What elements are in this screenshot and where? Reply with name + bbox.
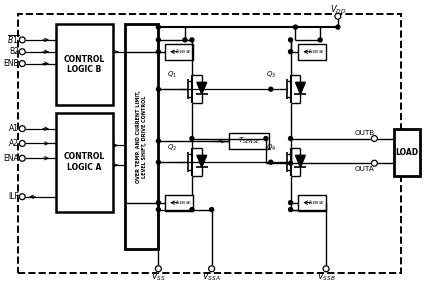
Text: $Q_1$: $Q_1$ bbox=[167, 70, 177, 81]
Text: $I_{SENSE}$: $I_{SENSE}$ bbox=[175, 198, 192, 207]
Circle shape bbox=[156, 50, 160, 54]
Polygon shape bbox=[295, 82, 305, 94]
Circle shape bbox=[269, 160, 273, 164]
Bar bbox=[56, 24, 113, 105]
Polygon shape bbox=[197, 155, 206, 167]
Text: $I_{SENSE}$: $I_{SENSE}$ bbox=[308, 47, 325, 56]
Text: A2: A2 bbox=[10, 139, 19, 148]
Bar bbox=[18, 14, 401, 273]
Circle shape bbox=[372, 160, 377, 166]
Circle shape bbox=[156, 266, 161, 272]
Bar bbox=[299, 195, 326, 211]
Circle shape bbox=[19, 155, 25, 161]
Circle shape bbox=[289, 161, 292, 165]
Circle shape bbox=[156, 208, 160, 211]
Polygon shape bbox=[295, 155, 305, 167]
Circle shape bbox=[156, 87, 160, 91]
Circle shape bbox=[289, 137, 292, 140]
Text: ILF: ILF bbox=[9, 192, 19, 201]
Text: ENA: ENA bbox=[3, 154, 19, 163]
Circle shape bbox=[19, 126, 25, 132]
Text: $I_{SENSE}$: $I_{SENSE}$ bbox=[175, 47, 192, 56]
Text: $V_{SS}$: $V_{SS}$ bbox=[151, 270, 166, 283]
Circle shape bbox=[190, 137, 194, 140]
Text: ENB: ENB bbox=[4, 59, 19, 68]
Text: $V_{DD}$: $V_{DD}$ bbox=[330, 3, 346, 16]
Text: OVER TEMP. AND CURRENT LIMIT,
LEVEL SHIFT, DRIVE CONTROL: OVER TEMP. AND CURRENT LIMIT, LEVEL SHIF… bbox=[136, 90, 147, 183]
Circle shape bbox=[156, 139, 160, 143]
Circle shape bbox=[156, 25, 160, 29]
Circle shape bbox=[190, 38, 194, 42]
Text: CONTROL
LOGIC A: CONTROL LOGIC A bbox=[64, 153, 105, 172]
Text: CONTROL
LOGIC B: CONTROL LOGIC B bbox=[64, 55, 105, 74]
Circle shape bbox=[210, 208, 213, 211]
Bar bbox=[299, 44, 326, 60]
Circle shape bbox=[323, 266, 329, 272]
Text: $\overline{B1}$: $\overline{B1}$ bbox=[7, 34, 19, 46]
Circle shape bbox=[190, 208, 194, 211]
Polygon shape bbox=[197, 82, 206, 94]
Bar bbox=[229, 133, 269, 149]
Circle shape bbox=[19, 37, 25, 43]
Circle shape bbox=[19, 49, 25, 55]
Text: LOAD: LOAD bbox=[395, 148, 419, 157]
Circle shape bbox=[264, 137, 268, 140]
Text: OUTA: OUTA bbox=[355, 166, 375, 172]
Circle shape bbox=[156, 38, 160, 42]
Circle shape bbox=[289, 38, 292, 42]
Circle shape bbox=[209, 266, 215, 272]
Text: OUTB: OUTB bbox=[355, 130, 375, 136]
Circle shape bbox=[19, 194, 25, 200]
Circle shape bbox=[156, 160, 160, 164]
Circle shape bbox=[19, 61, 25, 66]
Circle shape bbox=[289, 208, 292, 211]
Circle shape bbox=[372, 135, 377, 142]
Bar bbox=[56, 113, 113, 211]
Circle shape bbox=[19, 140, 25, 146]
Text: $Q_4$: $Q_4$ bbox=[266, 143, 276, 153]
Circle shape bbox=[293, 25, 298, 29]
Circle shape bbox=[156, 201, 160, 205]
Bar bbox=[165, 44, 193, 60]
Circle shape bbox=[183, 38, 187, 42]
Bar bbox=[125, 24, 159, 249]
Circle shape bbox=[289, 50, 292, 54]
Text: $I_{SENSE}$: $I_{SENSE}$ bbox=[308, 198, 325, 207]
Circle shape bbox=[336, 25, 340, 29]
Text: $V_{SSB}$: $V_{SSB}$ bbox=[317, 270, 336, 283]
Text: A1: A1 bbox=[10, 124, 19, 133]
Bar bbox=[165, 195, 193, 211]
Circle shape bbox=[335, 13, 341, 19]
Text: $Q_2$: $Q_2$ bbox=[167, 143, 177, 153]
Text: $T_{SENSE}$: $T_{SENSE}$ bbox=[238, 136, 260, 146]
Text: $Q_3$: $Q_3$ bbox=[266, 70, 276, 81]
Circle shape bbox=[289, 201, 292, 205]
Bar bbox=[394, 129, 420, 176]
Text: B2: B2 bbox=[10, 47, 19, 56]
Circle shape bbox=[269, 87, 273, 91]
Text: $V_{SSA}$: $V_{SSA}$ bbox=[202, 270, 221, 283]
Circle shape bbox=[318, 38, 322, 42]
